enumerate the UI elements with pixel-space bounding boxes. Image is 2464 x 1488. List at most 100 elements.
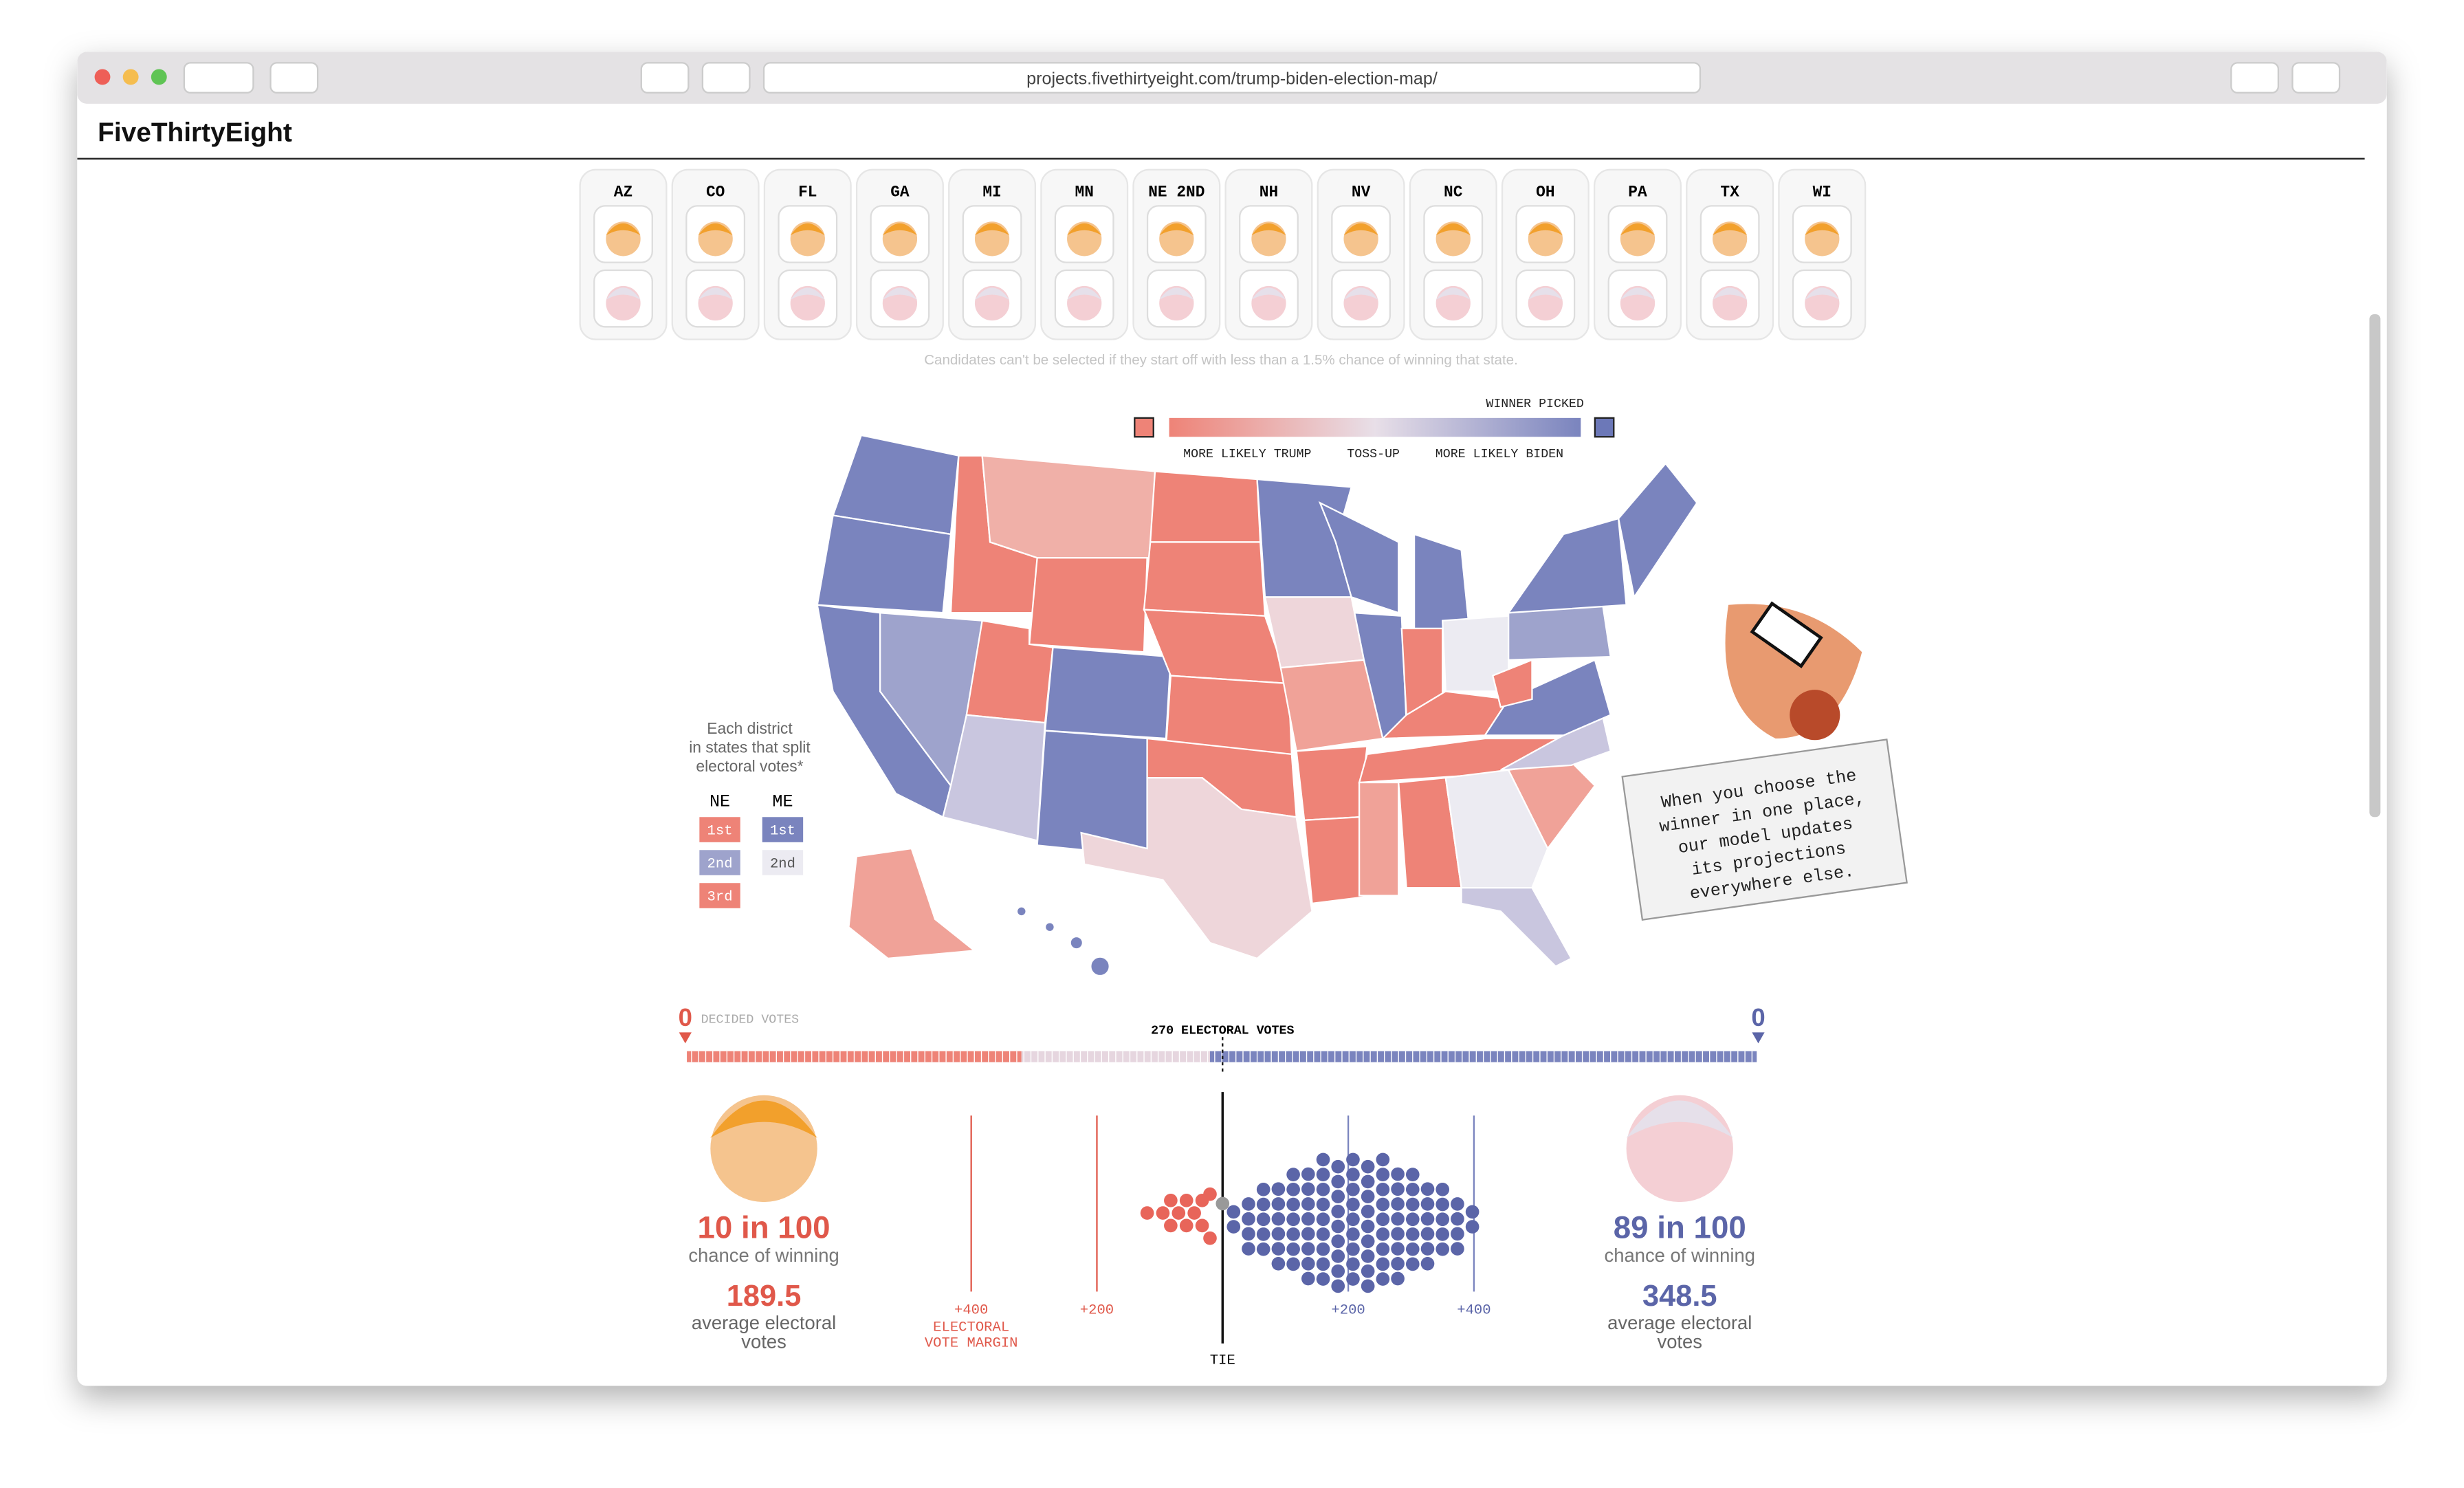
dot xyxy=(1301,1167,1315,1181)
hair xyxy=(606,287,641,300)
pick-trump[interactable] xyxy=(778,205,838,263)
hawaii xyxy=(1069,935,1084,950)
dot xyxy=(1286,1227,1300,1241)
pick-biden[interactable] xyxy=(870,269,930,328)
state[interactable] xyxy=(1149,470,1262,543)
pick-trump[interactable] xyxy=(593,205,653,263)
pick-biden[interactable] xyxy=(1239,269,1299,328)
dot xyxy=(1187,1206,1201,1220)
pick-trump[interactable] xyxy=(1054,205,1114,263)
ne-chip xyxy=(699,883,740,908)
state[interactable] xyxy=(1491,659,1533,708)
pick-biden[interactable] xyxy=(962,269,1022,328)
state[interactable] xyxy=(1358,781,1400,897)
pick-biden[interactable] xyxy=(1515,269,1576,328)
pick-trump[interactable] xyxy=(1423,205,1484,263)
state[interactable] xyxy=(848,847,977,960)
pick-trump[interactable] xyxy=(1239,205,1299,263)
nav-buttons[interactable] xyxy=(183,62,254,94)
pick-trump[interactable] xyxy=(1700,205,1760,263)
dot xyxy=(1242,1197,1255,1211)
tabs[interactable] xyxy=(2291,62,2341,94)
pick-biden[interactable] xyxy=(1607,269,1668,328)
share[interactable] xyxy=(2230,62,2280,94)
dot xyxy=(1420,1227,1435,1241)
scrollbar xyxy=(2369,314,2381,818)
state-label: PA xyxy=(1628,184,1647,201)
state[interactable] xyxy=(1295,745,1368,822)
pick-biden[interactable] xyxy=(1423,269,1484,328)
pick-biden[interactable] xyxy=(1146,269,1207,328)
state[interactable] xyxy=(1617,462,1698,600)
dot xyxy=(1271,1182,1286,1196)
district-title: electoral votes* xyxy=(696,757,803,775)
pick-biden[interactable] xyxy=(593,269,653,328)
pick-trump[interactable] xyxy=(1607,205,1668,263)
hair xyxy=(1343,223,1378,236)
chance: 10 in 100 xyxy=(698,1210,830,1245)
pick-biden[interactable] xyxy=(1331,269,1392,328)
pick-biden[interactable] xyxy=(1054,269,1114,328)
dot xyxy=(1376,1152,1390,1167)
pick-trump[interactable] xyxy=(962,205,1022,263)
state[interactable] xyxy=(1483,659,1612,736)
state[interactable] xyxy=(1143,541,1266,617)
average-label: average electoral xyxy=(1607,1312,1752,1333)
dot xyxy=(1405,1183,1420,1196)
adblock[interactable] xyxy=(701,62,751,94)
margin-label: +400 xyxy=(1457,1302,1490,1318)
pick-trump[interactable] xyxy=(870,205,930,263)
pick-trump[interactable] xyxy=(1331,205,1392,263)
dot xyxy=(1420,1256,1435,1271)
dot xyxy=(1301,1256,1315,1271)
district-title: Each district xyxy=(707,719,793,737)
minimize[interactable] xyxy=(122,69,139,85)
dot xyxy=(1242,1227,1255,1241)
pick-biden[interactable] xyxy=(1700,269,1760,328)
ne-district: 1st xyxy=(707,823,733,839)
state[interactable] xyxy=(1380,690,1510,740)
pick-trump[interactable] xyxy=(1515,205,1576,263)
state[interactable] xyxy=(1264,596,1365,669)
close[interactable] xyxy=(94,69,111,85)
dot xyxy=(1242,1212,1255,1226)
pick-biden[interactable] xyxy=(778,269,838,328)
legend-tossup: TOSS-UP xyxy=(1347,448,1400,461)
state[interactable] xyxy=(1508,604,1612,661)
extension[interactable] xyxy=(640,62,690,94)
pick-biden[interactable] xyxy=(685,269,746,328)
state[interactable] xyxy=(1460,886,1573,967)
state-label: WI xyxy=(1813,184,1832,201)
state[interactable] xyxy=(1080,776,1313,960)
dot xyxy=(1361,1174,1375,1189)
sidebar-button[interactable] xyxy=(270,62,319,94)
dot xyxy=(1301,1271,1315,1286)
address-bar[interactable] xyxy=(762,62,1702,94)
pick-trump[interactable] xyxy=(1146,205,1207,263)
zoom[interactable] xyxy=(151,69,167,85)
pick-trump[interactable] xyxy=(1792,205,1852,263)
dot xyxy=(1286,1242,1300,1256)
logo[interactable]: FiveThirtyEight xyxy=(98,118,292,148)
state[interactable] xyxy=(942,714,1046,842)
pick-biden[interactable] xyxy=(1792,269,1852,328)
state[interactable] xyxy=(1318,501,1400,614)
state[interactable] xyxy=(816,514,952,614)
state[interactable] xyxy=(1444,769,1549,889)
state[interactable] xyxy=(981,455,1156,559)
dot xyxy=(1316,1197,1330,1212)
margin-label: +200 xyxy=(1080,1302,1114,1318)
dot xyxy=(1316,1227,1330,1241)
state[interactable] xyxy=(1044,646,1172,740)
legend-trump: MORE LIKELY TRUMP xyxy=(1183,448,1311,461)
state[interactable] xyxy=(1028,557,1148,653)
pick-trump[interactable] xyxy=(685,205,746,263)
dot xyxy=(1405,1197,1420,1212)
state[interactable] xyxy=(1506,517,1627,614)
dot xyxy=(1391,1182,1405,1196)
